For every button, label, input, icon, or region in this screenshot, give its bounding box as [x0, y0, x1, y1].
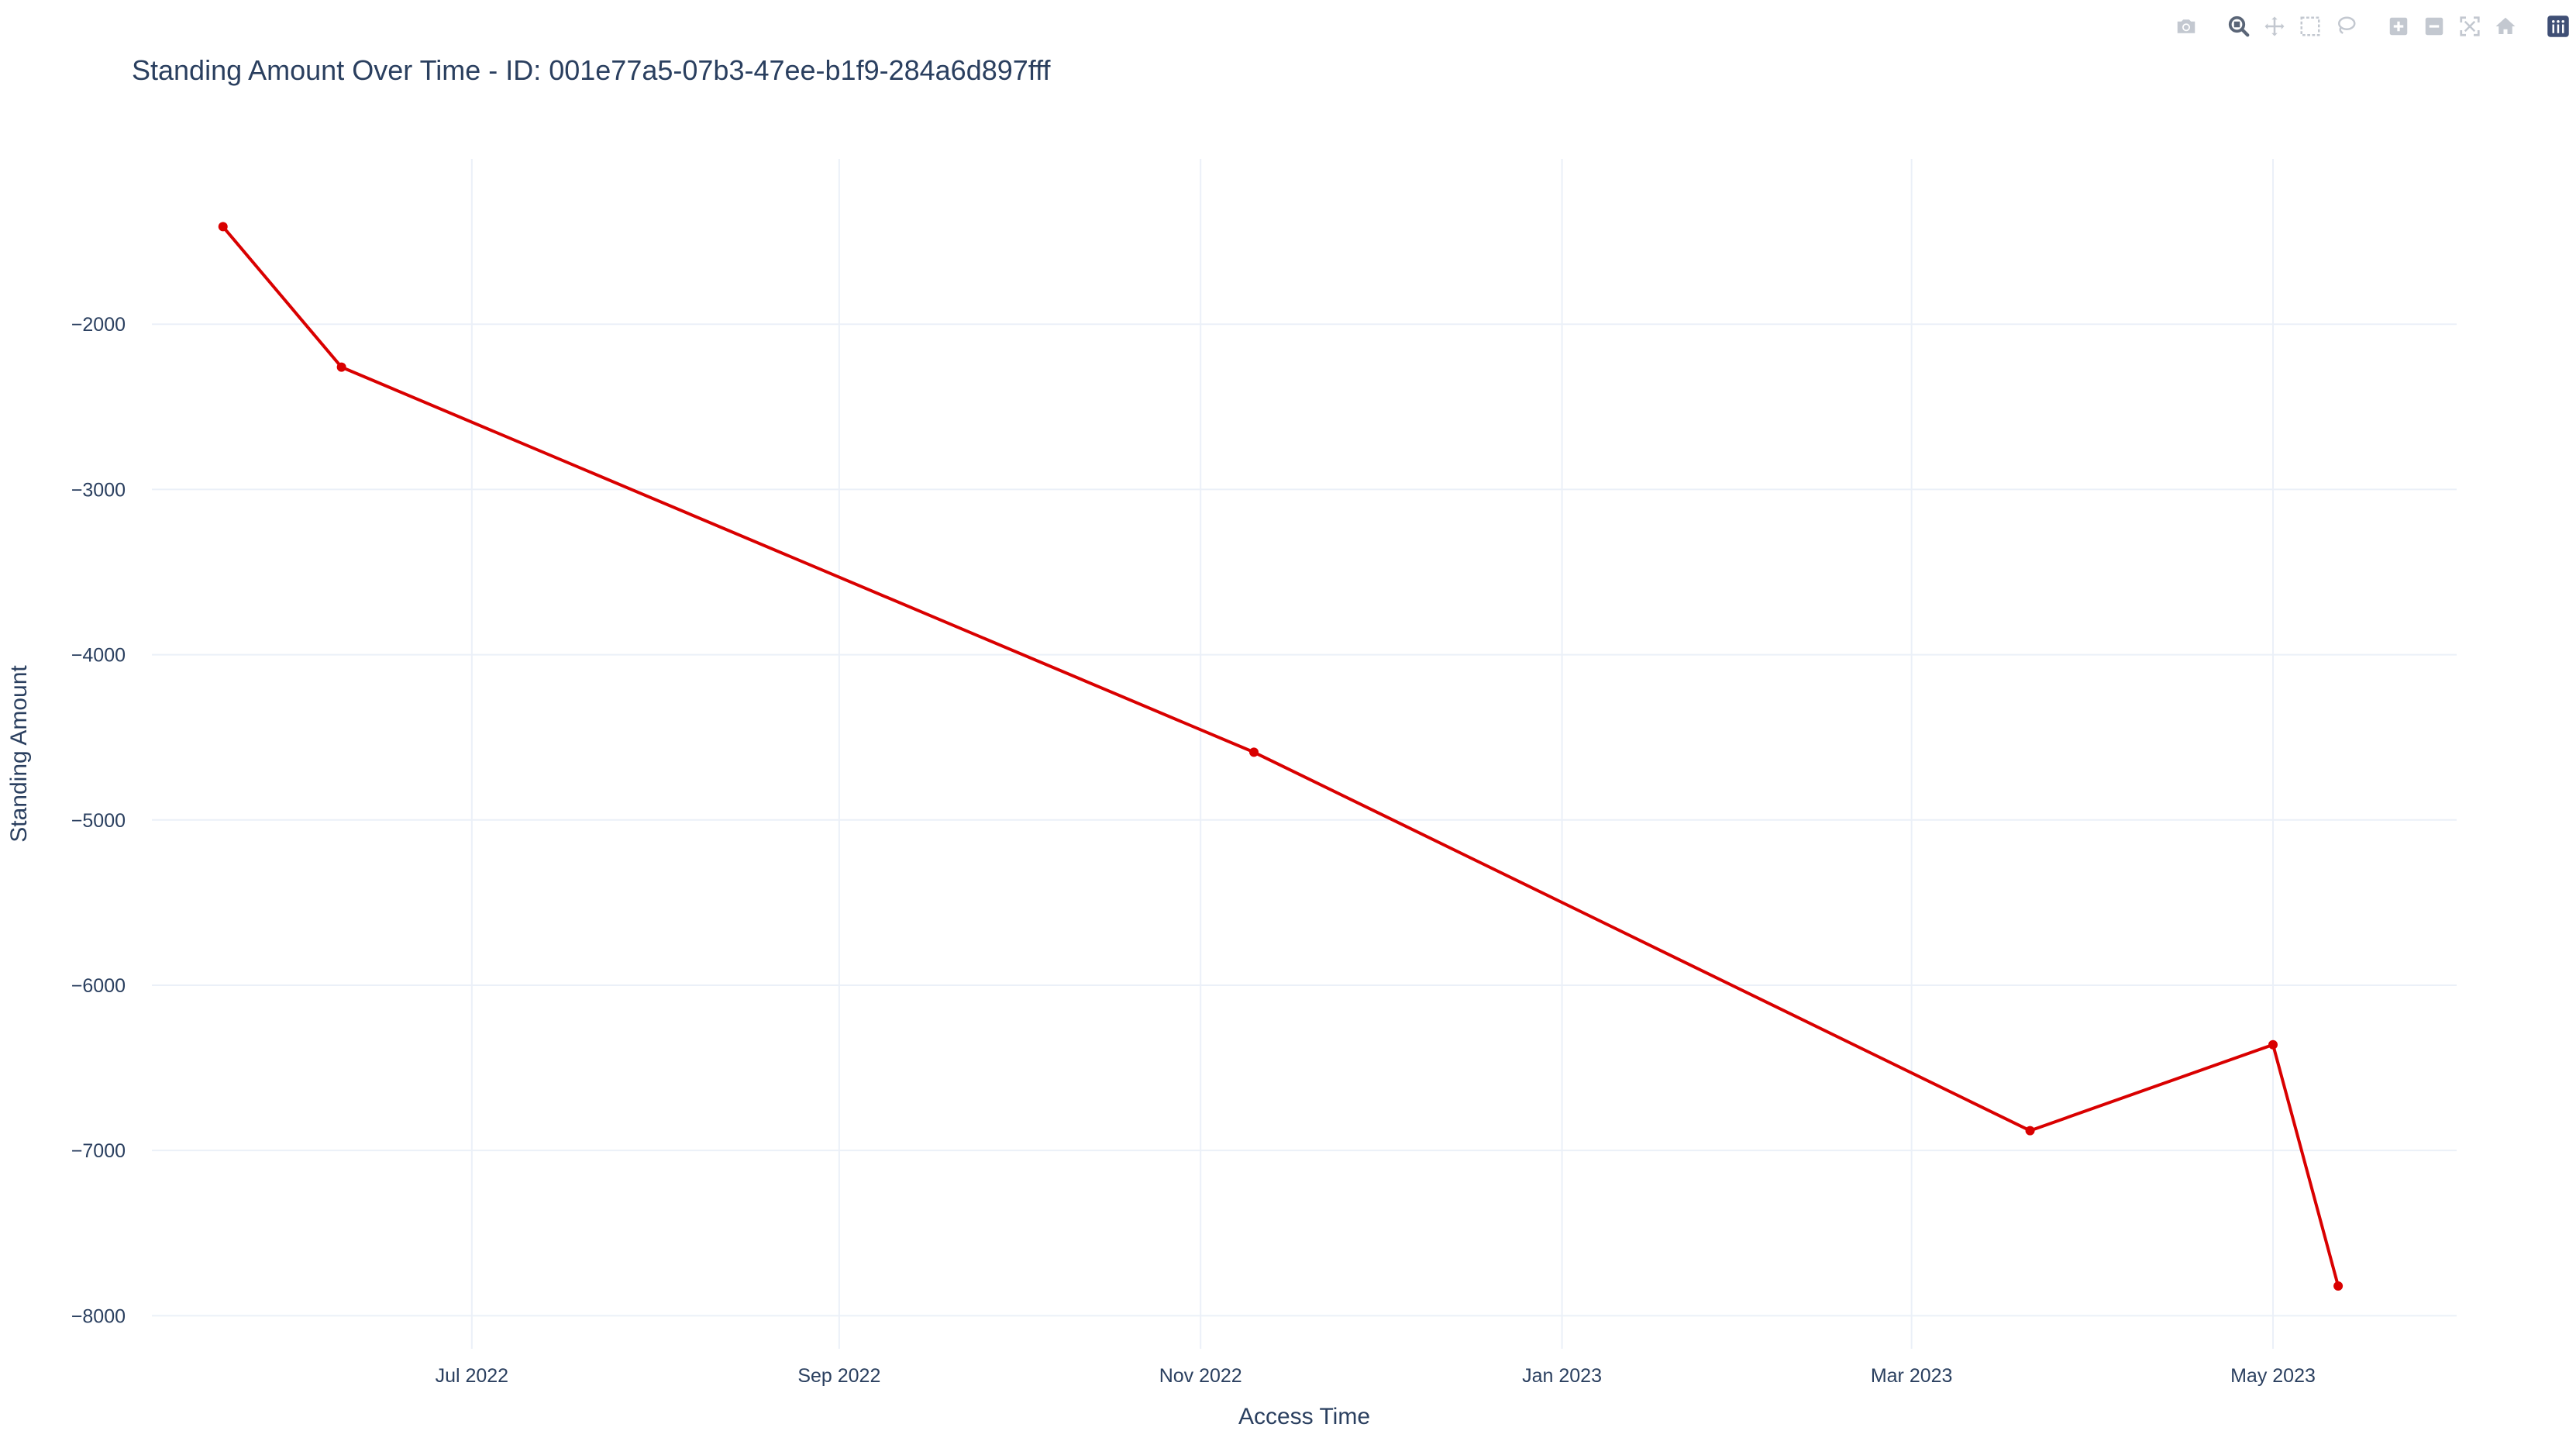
y-tick-label: −3000: [71, 479, 126, 501]
series-line: [222, 226, 2340, 1287]
box-select-button[interactable]: [2292, 11, 2328, 42]
pan-icon: [2264, 16, 2285, 36]
data-point[interactable]: [218, 222, 228, 232]
y-gridlines: [152, 323, 2457, 1317]
y-tick-label: −6000: [71, 975, 126, 997]
y-tick-label: −4000: [71, 645, 126, 667]
zoom-in-button[interactable]: [2381, 11, 2416, 42]
x-tick-label: Jul 2022: [436, 1365, 509, 1387]
y-tick-label: −5000: [71, 810, 126, 832]
series-markers: [218, 222, 2344, 1291]
plotly-logo-link[interactable]: [2540, 11, 2576, 42]
data-point[interactable]: [336, 362, 346, 372]
modebar-group-logo: [2540, 11, 2576, 42]
data-point[interactable]: [2333, 1281, 2344, 1291]
chart-title: Standing Amount Over Time - ID: 001e77a5…: [132, 54, 1051, 86]
download-plot-button[interactable]: [2168, 11, 2204, 42]
modebar-group-download: [2168, 11, 2204, 42]
modebar: [2151, 11, 2576, 42]
data-point[interactable]: [1249, 747, 1259, 757]
x-axis-ticks: Jul 2022 Sep 2022 Nov 2022 Jan 2023 Mar 2023…: [436, 1365, 2316, 1387]
data-point[interactable]: [2268, 1039, 2278, 1050]
lasso-select-icon: [2338, 16, 2356, 34]
x-tick-label: May 2023: [2230, 1365, 2316, 1387]
modebar-group-drag: [2221, 11, 2364, 42]
box-select-icon: [2300, 16, 2320, 36]
autoscale-icon: [2460, 16, 2480, 36]
pan-button[interactable]: [2257, 11, 2292, 42]
modebar-group-zoom: [2381, 11, 2523, 42]
camera-icon: [2177, 19, 2195, 33]
y-axis-ticks: −2000 −3000 −4000 −5000 −6000 −7000 −8000: [71, 314, 126, 1327]
zoom-out-icon: [2425, 17, 2443, 36]
x-tick-label: Mar 2023: [1871, 1365, 1953, 1387]
autoscale-button[interactable]: [2452, 11, 2488, 42]
x-gridlines: [470, 159, 2274, 1349]
lasso-select-button[interactable]: [2328, 11, 2364, 42]
data-point[interactable]: [2025, 1126, 2035, 1136]
plotly-logo-icon: [2547, 16, 2569, 37]
reset-axes-icon: [2495, 17, 2516, 34]
x-tick-label: Jan 2023: [1522, 1365, 1602, 1387]
zoom-button[interactable]: [2221, 11, 2257, 42]
reset-axes-button[interactable]: [2488, 11, 2523, 42]
x-tick-label: Sep 2022: [797, 1365, 880, 1387]
zoom-icon: [2228, 16, 2250, 37]
x-tick-label: Nov 2022: [1159, 1365, 1242, 1387]
y-tick-label: −2000: [71, 314, 126, 336]
y-tick-label: −8000: [71, 1305, 126, 1327]
y-axis-title: Standing Amount: [6, 665, 32, 843]
zoom-out-button[interactable]: [2416, 11, 2452, 42]
zoom-in-icon: [2389, 17, 2408, 36]
y-tick-label: −7000: [71, 1140, 126, 1162]
x-axis-title: Access Time: [1238, 1404, 1370, 1429]
